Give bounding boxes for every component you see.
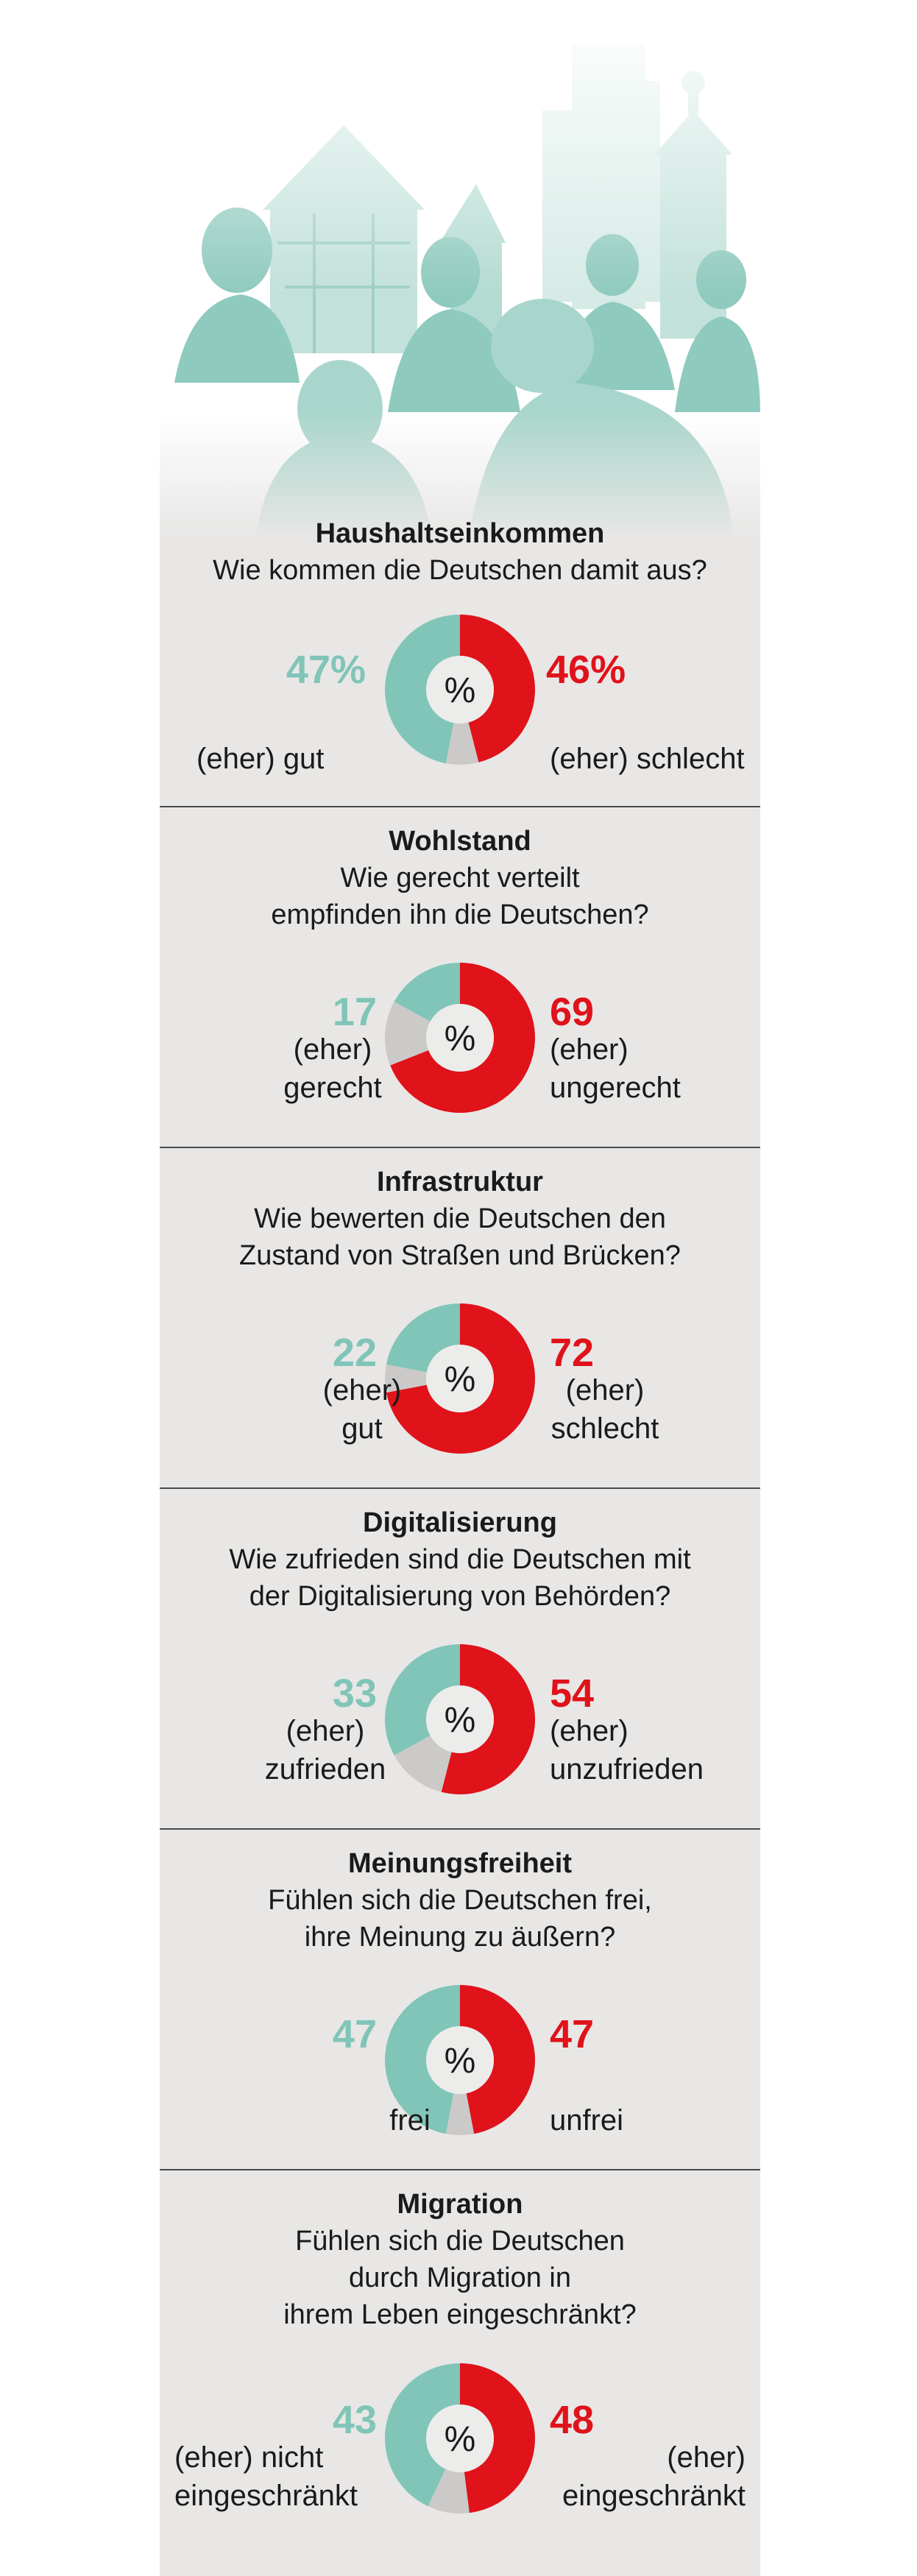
chart-question-line: Wie zufrieden sind die Deutschen mit bbox=[229, 1544, 691, 1575]
chart-title: Meinungsfreiheit bbox=[347, 1848, 573, 1879]
positive-category-label: (eher) bbox=[322, 1374, 402, 1406]
chart-title: Wohlstand bbox=[389, 826, 531, 857]
positive-category-label: zufrieden bbox=[264, 1753, 386, 1786]
negative-category-label: unzufrieden bbox=[550, 1753, 704, 1786]
donut-hole bbox=[426, 1345, 494, 1412]
negative-category-label: (eher) bbox=[550, 1715, 629, 1747]
negative-category-label: unfrei bbox=[550, 2104, 624, 2137]
positive-category-label: (eher) nicht bbox=[174, 2441, 324, 2474]
section-divider bbox=[160, 1147, 760, 1148]
positive-category-label: eingeschränkt bbox=[174, 2480, 358, 2512]
rest-slice bbox=[445, 722, 479, 765]
negative-category-label: schlecht bbox=[550, 1412, 659, 1445]
chart-title: Digitalisierung bbox=[363, 1507, 557, 1538]
positive-slice bbox=[394, 963, 460, 1022]
chart-question-line: ihrem Leben eingeschränkt? bbox=[283, 2299, 637, 2330]
positive-value-label: 47% bbox=[286, 648, 366, 692]
chart-question-line: Wie bewerten die Deutschen den bbox=[254, 1203, 666, 1234]
chart-question-line: der Digitalisierung von Behörden? bbox=[249, 1581, 671, 1612]
donut-hole bbox=[426, 1685, 494, 1753]
rest-slice bbox=[385, 1364, 427, 1393]
positive-category-label: frei bbox=[389, 2104, 431, 2137]
chart-question-line: Wie kommen die Deutschen damit aus? bbox=[213, 555, 707, 586]
donut-chart: % bbox=[385, 963, 535, 1113]
donut-hole bbox=[426, 2026, 494, 2094]
chart-question-line: durch Migration in bbox=[348, 2262, 572, 2293]
crowd-in-old-town-illustration bbox=[160, 0, 760, 537]
positive-slice bbox=[385, 1985, 460, 2134]
negative-value-label: 46% bbox=[546, 648, 626, 692]
negative-slice bbox=[441, 1644, 535, 1794]
negative-category-label: ungerecht bbox=[550, 1072, 681, 1104]
donut-hole bbox=[426, 1004, 494, 1072]
negative-category-label: (eher) bbox=[550, 1033, 629, 1066]
positive-value-label: 22 bbox=[332, 1331, 377, 1375]
chart-title: Infrastruktur bbox=[377, 1167, 543, 1197]
positive-category-label: (eher) bbox=[286, 1715, 365, 1747]
chart-question-line: Zustand von Straßen und Brücken? bbox=[239, 1240, 681, 1271]
positive-value-label: 43 bbox=[332, 2398, 377, 2442]
chart-title: Migration bbox=[397, 2189, 523, 2220]
positive-category-label: gerecht bbox=[283, 1072, 382, 1104]
negative-slice bbox=[460, 2363, 536, 2513]
donut-chart: % bbox=[385, 2363, 536, 2513]
rest-slice bbox=[394, 1735, 452, 1792]
section-divider bbox=[160, 806, 760, 807]
positive-slice bbox=[385, 615, 460, 764]
positive-category-label: (eher) gut bbox=[196, 743, 325, 775]
percent-sign: % bbox=[445, 1019, 476, 1058]
positive-value-label: 17 bbox=[332, 990, 377, 1034]
section-divider bbox=[160, 1828, 760, 1830]
donut-hole bbox=[426, 656, 494, 723]
section-divider bbox=[160, 1487, 760, 1489]
chart-question-line: Fühlen sich die Deutschen bbox=[295, 2226, 625, 2257]
donut-chart: % bbox=[385, 1303, 535, 1454]
rest-slice bbox=[428, 2469, 470, 2513]
percent-sign: % bbox=[445, 1360, 476, 1399]
percent-sign: % bbox=[445, 671, 476, 710]
negative-category-label: (eher) bbox=[667, 2441, 746, 2474]
negative-value-label: 47 bbox=[550, 2012, 595, 2056]
negative-slice bbox=[390, 963, 535, 1113]
rest-slice bbox=[385, 1001, 431, 1066]
negative-slice bbox=[460, 1985, 535, 2134]
positive-value-label: 33 bbox=[332, 1671, 377, 1716]
negative-value-label: 69 bbox=[550, 990, 595, 1034]
positive-slice bbox=[386, 1303, 460, 1373]
chart-question-line: ihre Meinung zu äußern? bbox=[304, 1922, 616, 1953]
infographic-panel: Haushaltseinkommen Wie kommen die Deutsch… bbox=[160, 0, 760, 2576]
chart-question-line: Fühlen sich die Deutschen frei, bbox=[268, 1885, 652, 1916]
positive-category-label: (eher) bbox=[293, 1033, 372, 1066]
positive-value-label: 47 bbox=[332, 2012, 377, 2056]
negative-category-label: (eher) schlecht bbox=[550, 743, 745, 775]
donut-chart: % bbox=[385, 1644, 535, 1794]
negative-category-label: (eher) bbox=[565, 1374, 645, 1406]
percent-sign: % bbox=[445, 2042, 476, 2081]
percent-sign: % bbox=[445, 2420, 476, 2459]
positive-slice bbox=[385, 1644, 460, 1756]
chart-title: Haushaltseinkommen bbox=[315, 518, 605, 549]
donut-chart: % bbox=[385, 1985, 535, 2135]
donut-hole bbox=[426, 2405, 494, 2472]
negative-value-label: 72 bbox=[550, 1331, 595, 1375]
section-divider bbox=[160, 2169, 760, 2170]
negative-category-label: eingeschränkt bbox=[562, 2480, 746, 2512]
negative-value-label: 54 bbox=[550, 1671, 595, 1716]
chart-question-line: empfinden ihn die Deutschen? bbox=[271, 899, 649, 930]
positive-slice bbox=[385, 2363, 460, 2507]
negative-slice bbox=[386, 1303, 535, 1454]
negative-slice bbox=[460, 615, 535, 762]
donut-chart: % bbox=[385, 615, 535, 765]
percent-sign: % bbox=[445, 1701, 476, 1740]
chart-question-line: Wie gerecht verteilt bbox=[340, 863, 580, 894]
negative-value-label: 48 bbox=[550, 2398, 595, 2442]
rest-slice bbox=[445, 2093, 475, 2135]
positive-category-label: gut bbox=[341, 1412, 383, 1445]
